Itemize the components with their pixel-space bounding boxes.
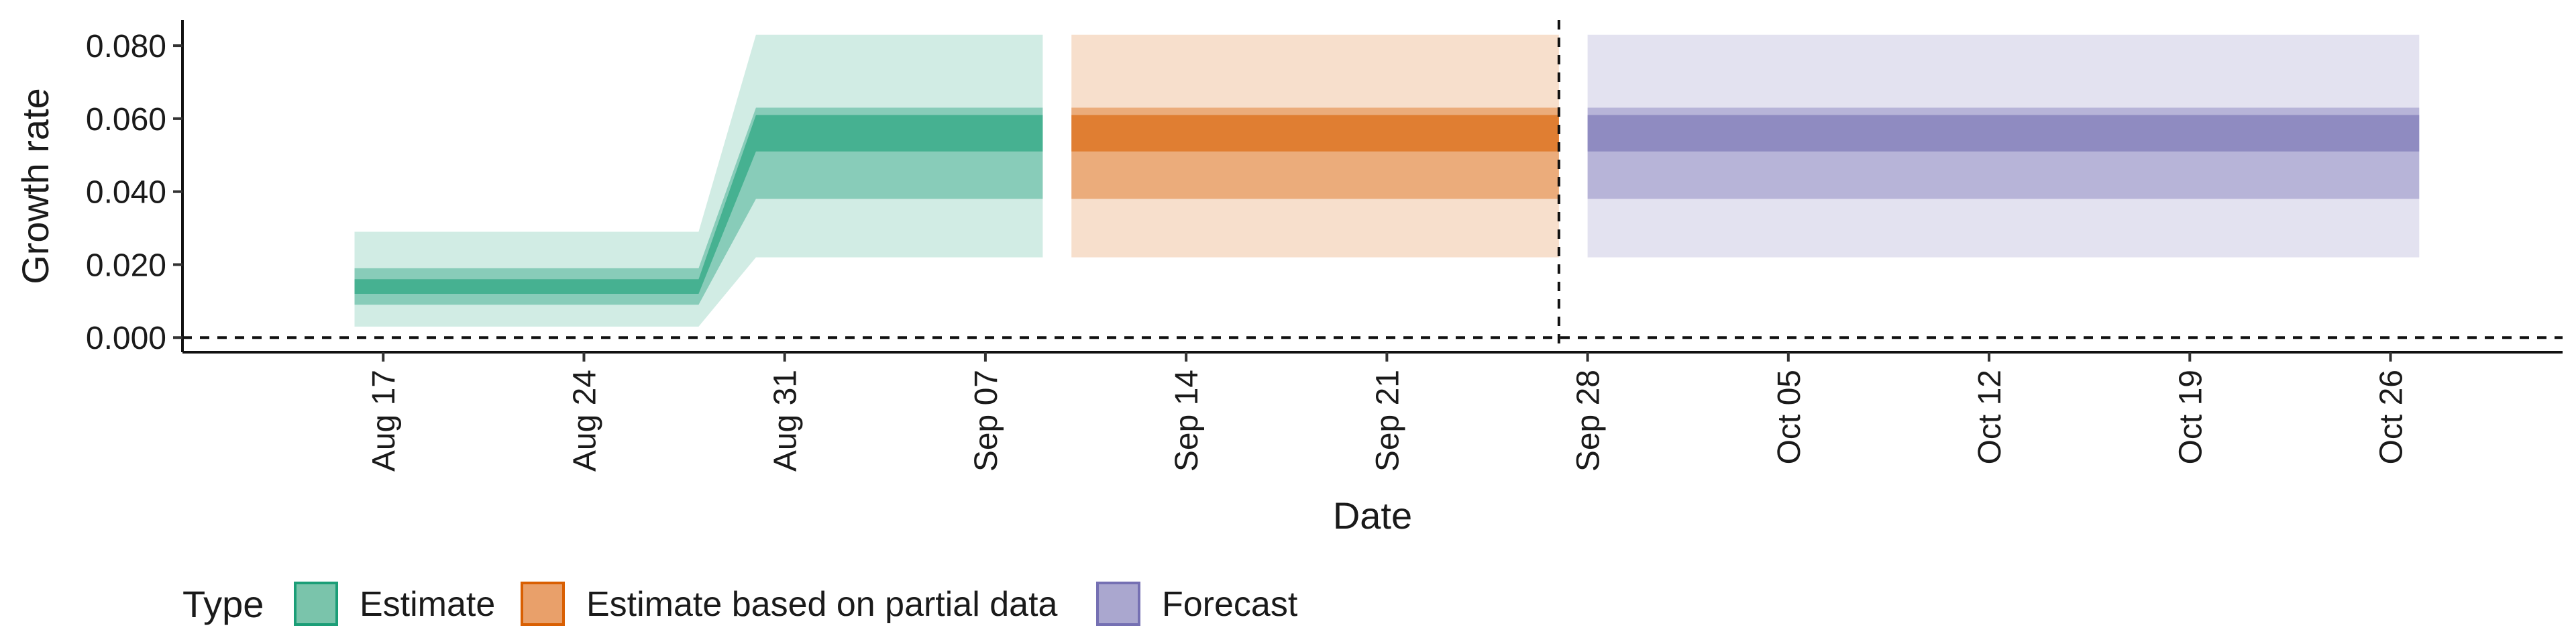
y-axis-ticks: 0.000 0.020 0.040 0.060 0.080: [86, 29, 182, 356]
ribbons: [354, 34, 2420, 327]
legend-title: Type: [182, 583, 264, 625]
x-tick-label: Sep 28: [1571, 370, 1607, 472]
x-tick-label: Oct 26: [2374, 370, 2410, 464]
y-tick-label: 0.060: [86, 102, 166, 138]
x-axis-ticks: Aug 17 Aug 24 Aug 31 Sep 07 Sep 14 Sep 21 Sep …: [366, 352, 2410, 472]
x-tick-label: Oct 05: [1772, 370, 1807, 464]
band-estimate-based-on-partial-data-inner: [1071, 115, 1559, 152]
band-forecast-inner: [1587, 115, 2420, 152]
x-tick-label: Sep 07: [969, 370, 1004, 472]
x-tick-label: Aug 17: [366, 370, 402, 472]
legend-label-estimate: Estimate: [360, 585, 495, 624]
x-tick-label: Oct 12: [1972, 370, 2008, 464]
x-tick-label: Sep 14: [1169, 370, 1205, 472]
band-estimate-outer: [354, 34, 1043, 327]
band-estimate-inner: [354, 115, 1043, 294]
legend-swatch-estimate: [294, 582, 338, 626]
x-tick-label: Aug 31: [768, 370, 804, 472]
legend-swatch-estimate-based-on-partial-data: [521, 582, 565, 626]
legend-swatch-forecast: [1096, 582, 1140, 626]
y-axis-title: Growth rate: [14, 88, 56, 284]
x-axis-title: Date: [1333, 494, 1412, 537]
band-estimate-middle: [354, 107, 1043, 305]
legend-label-forecast: Forecast: [1162, 585, 1298, 624]
y-tick-label: 0.080: [86, 29, 166, 64]
y-tick-label: 0.040: [86, 175, 166, 211]
x-tick-label: Oct 19: [2173, 370, 2208, 464]
legend-label-estimate-based-on-partial-data: Estimate based on partial data: [586, 585, 1058, 624]
legend: Type Estimate Estimate based on partial da…: [182, 582, 1298, 626]
y-tick-label: 0.020: [86, 248, 166, 283]
x-tick-label: Sep 21: [1370, 370, 1405, 472]
y-tick-label: 0.000: [86, 321, 166, 356]
x-tick-label: Aug 24: [567, 370, 602, 472]
